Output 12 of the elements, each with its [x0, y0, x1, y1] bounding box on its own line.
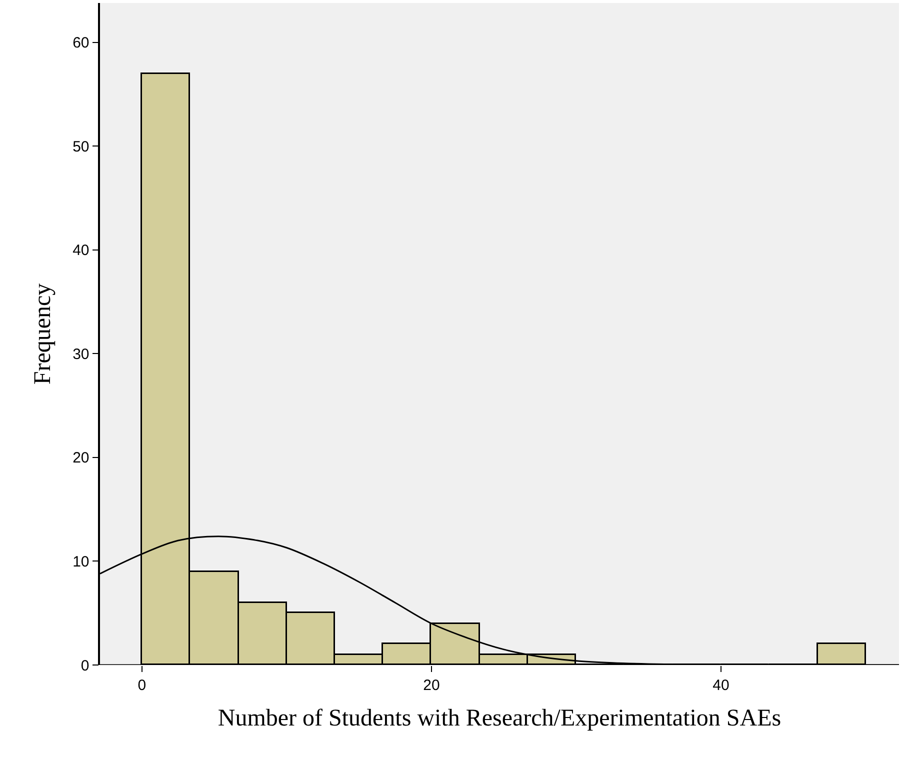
y-tick-label: 60 [72, 34, 90, 52]
x-tick-label: 0 [138, 677, 146, 694]
x-tick-label: 20 [423, 677, 440, 694]
y-tick-label: 10 [72, 553, 90, 570]
x-tick-label: 40 [712, 677, 730, 694]
y-tick-label: 40 [72, 242, 90, 260]
y-axis-title: Frequency [30, 283, 56, 385]
x-axis-title: Number of Students with Research/Experimentation SAEs [218, 705, 782, 732]
y-tick-label: 30 [72, 346, 90, 363]
y-tick-label: 50 [72, 138, 90, 156]
y-tick-label: 0 [80, 657, 90, 674]
y-tick-label: 20 [72, 450, 90, 467]
